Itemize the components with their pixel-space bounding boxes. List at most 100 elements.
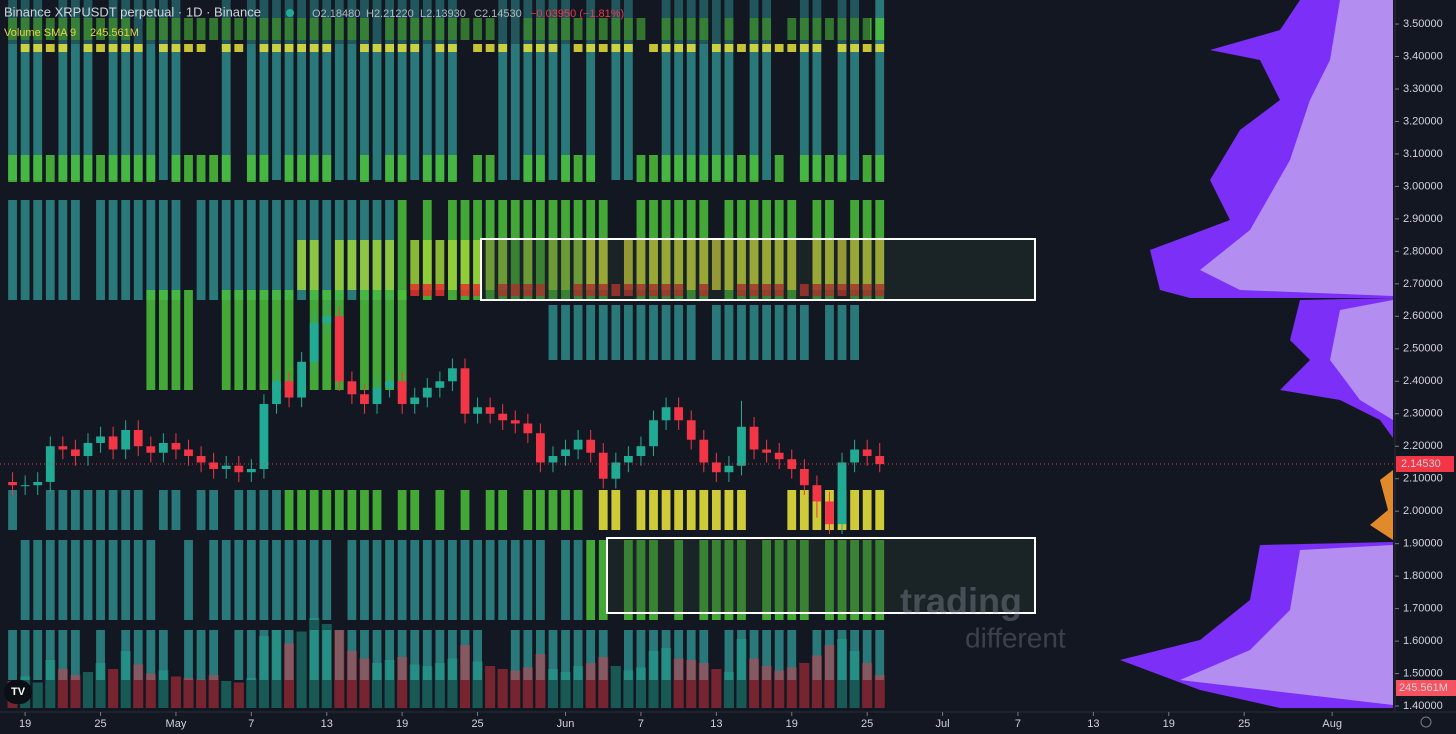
heatmap-cell xyxy=(20,200,30,300)
liquidity-heatmap xyxy=(8,0,885,680)
volume-bar xyxy=(120,651,131,708)
heatmap-cell xyxy=(762,284,772,296)
x-tick-label: 13 xyxy=(1087,718,1099,730)
heatmap-cell xyxy=(711,0,721,180)
heatmap-cell xyxy=(561,540,570,620)
heatmap-cell xyxy=(561,630,570,680)
heatmap-cell xyxy=(297,540,307,620)
y-tick-label: 3.40000 xyxy=(1403,50,1443,62)
heatmap-cell xyxy=(850,44,859,52)
candle-body xyxy=(825,501,834,525)
candle-body xyxy=(711,462,721,473)
heatmap-cell xyxy=(83,18,93,40)
volume-bar xyxy=(874,675,885,708)
heatmap-cell xyxy=(460,284,470,296)
heatmap-cell xyxy=(850,284,859,296)
y-tick-label: 2.30000 xyxy=(1403,408,1443,420)
heatmap-cell xyxy=(322,155,332,182)
volume-bar xyxy=(485,666,496,708)
volume-bar xyxy=(233,682,244,708)
heatmap-cell xyxy=(473,155,482,182)
heatmap-cell xyxy=(649,155,658,182)
y-tick-label: 2.00000 xyxy=(1403,505,1443,517)
heatmap-cell xyxy=(875,540,885,620)
candle-body xyxy=(272,381,281,405)
heatmap-cell xyxy=(259,540,269,620)
price-series xyxy=(0,300,1395,708)
heatmap-cell xyxy=(8,18,17,40)
settings-icon[interactable] xyxy=(1420,716,1432,728)
candle-body xyxy=(410,397,420,405)
heatmap-cell xyxy=(360,44,369,52)
candle-body xyxy=(724,465,734,473)
heatmap-cell xyxy=(259,290,269,390)
x-tick-label: 19 xyxy=(19,718,31,730)
volume-bar xyxy=(837,639,848,708)
heatmap-cell xyxy=(8,0,17,180)
volume-bar xyxy=(45,660,56,708)
heatmap-cell xyxy=(862,284,872,296)
heatmap-cell xyxy=(573,284,583,296)
heatmap-cell xyxy=(108,44,118,52)
y-tick-label: 2.90000 xyxy=(1403,213,1443,225)
heatmap-cell xyxy=(573,155,583,182)
heatmap-cell xyxy=(448,240,457,290)
heatmap-cell xyxy=(649,44,658,52)
heatmap-cell xyxy=(33,200,43,300)
heatmap-cell xyxy=(322,0,332,180)
volume-bar xyxy=(372,663,383,708)
heatmap-cell xyxy=(611,284,621,296)
heatmap-cell xyxy=(749,44,759,52)
logo: TV xyxy=(11,686,26,698)
heatmap-cell xyxy=(561,240,570,290)
heatmap-cell xyxy=(146,155,156,182)
heatmap-cell xyxy=(209,18,219,40)
volume-bar xyxy=(296,631,307,708)
heatmap-cell xyxy=(661,490,671,530)
heatmap-cell xyxy=(548,240,558,290)
candle-body xyxy=(422,387,432,398)
heatmap-cell xyxy=(674,305,684,360)
heatmap-cell xyxy=(649,240,658,290)
heatmap-cell xyxy=(586,44,596,52)
heatmap-cell xyxy=(272,44,281,52)
heatmap-cell xyxy=(133,540,143,620)
heatmap-cell xyxy=(623,240,633,290)
heatmap-cell xyxy=(825,284,834,296)
volume-bar xyxy=(573,666,584,708)
heatmap-cell xyxy=(58,540,68,620)
heatmap-cell xyxy=(523,284,533,296)
heatmap-cell xyxy=(309,240,319,290)
heatmap-cell xyxy=(58,630,68,680)
heatmap-cell xyxy=(360,630,369,680)
heatmap-cell xyxy=(561,305,570,360)
y-tick-label: 3.00000 xyxy=(1403,180,1443,192)
candle-body xyxy=(209,462,219,469)
volume-bar xyxy=(497,669,508,708)
candle-body xyxy=(586,439,596,453)
volume-bar xyxy=(271,630,282,708)
heatmap-cell xyxy=(372,240,382,290)
volume-bar xyxy=(170,676,181,708)
heatmap-cell xyxy=(749,240,759,290)
heatmap-cell xyxy=(108,155,118,182)
heatmap-cell xyxy=(360,540,369,620)
heatmap-cell xyxy=(523,540,533,620)
heatmap-cell xyxy=(850,240,859,290)
heatmap-cell xyxy=(473,284,482,296)
heatmap-cell xyxy=(221,540,231,620)
y-tick-label: 1.50000 xyxy=(1403,667,1443,679)
heatmap-cell xyxy=(510,284,520,296)
y-tick-label: 3.30000 xyxy=(1403,83,1443,95)
heatmap-cell xyxy=(71,630,80,680)
heatmap-cell xyxy=(674,0,684,180)
y-tick-label: 1.60000 xyxy=(1403,635,1443,647)
heatmap-cell xyxy=(737,540,746,620)
heatmap-cell xyxy=(309,540,319,620)
heatmap-cell xyxy=(523,0,533,180)
heatmap-cell xyxy=(397,630,407,680)
heatmap-cell xyxy=(171,44,181,52)
candle-body xyxy=(812,485,822,502)
heatmap-cell xyxy=(498,540,508,620)
heatmap-cell xyxy=(334,490,344,530)
